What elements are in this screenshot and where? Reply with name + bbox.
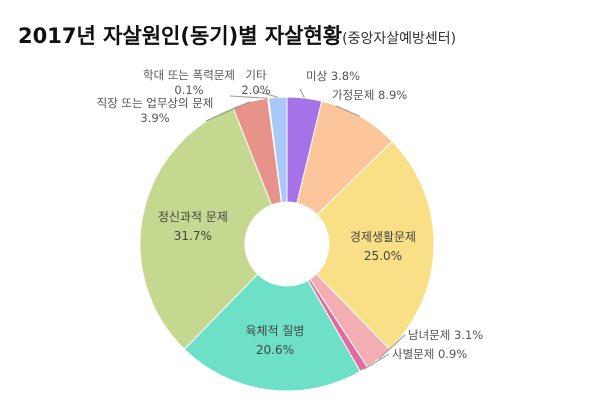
slice-value-9: 0.1%	[174, 83, 203, 97]
pie-slice-7	[139, 106, 273, 350]
slice-label-7: 정신과적 문제	[158, 210, 228, 224]
leader-line-1	[299, 88, 305, 99]
slice-label-2: 가정문제 8.9%	[332, 88, 407, 102]
leader-line-4	[378, 334, 406, 360]
leader-line-5	[363, 353, 390, 370]
leader-line-10	[255, 90, 278, 98]
slice-label-5: 사별문제 0.9%	[392, 347, 467, 361]
title-text: 2017년 자살원인(동기)별 자살현황	[18, 24, 343, 48]
slice-label-10: 기타	[245, 68, 267, 82]
pie-slice-3	[315, 140, 435, 350]
slice-label-8: 직장 또는 업무상의 문제	[97, 96, 214, 110]
slice-label-3: 경제생활문제	[350, 230, 416, 244]
slice-value-10: 2.0%	[241, 83, 270, 97]
slice-value-3: 25.0%	[364, 249, 402, 263]
slice-label-9: 학대 또는 폭력문제	[143, 68, 235, 82]
slice-value-8: 3.9%	[140, 111, 169, 125]
slice-value-7: 31.7%	[174, 229, 212, 243]
chart-title: 2017년 자살원인(동기)별 자살현황(중앙자살예방센터)	[18, 20, 456, 50]
leader-line-9	[229, 95, 269, 99]
pie-slice-6	[183, 273, 361, 392]
slice-label-6: 육체적 질병	[245, 324, 304, 338]
slice-label-1: 미상 3.8%	[306, 69, 360, 83]
chart-subtitle: (중앙자살예방센터)	[342, 31, 457, 47]
leader-line-8	[205, 101, 251, 122]
leader-line-2	[335, 105, 361, 117]
slice-label-4: 남녀문제 3.1%	[408, 328, 483, 342]
slice-value-6: 20.6%	[256, 343, 294, 357]
pie-slice-10	[268, 96, 288, 203]
